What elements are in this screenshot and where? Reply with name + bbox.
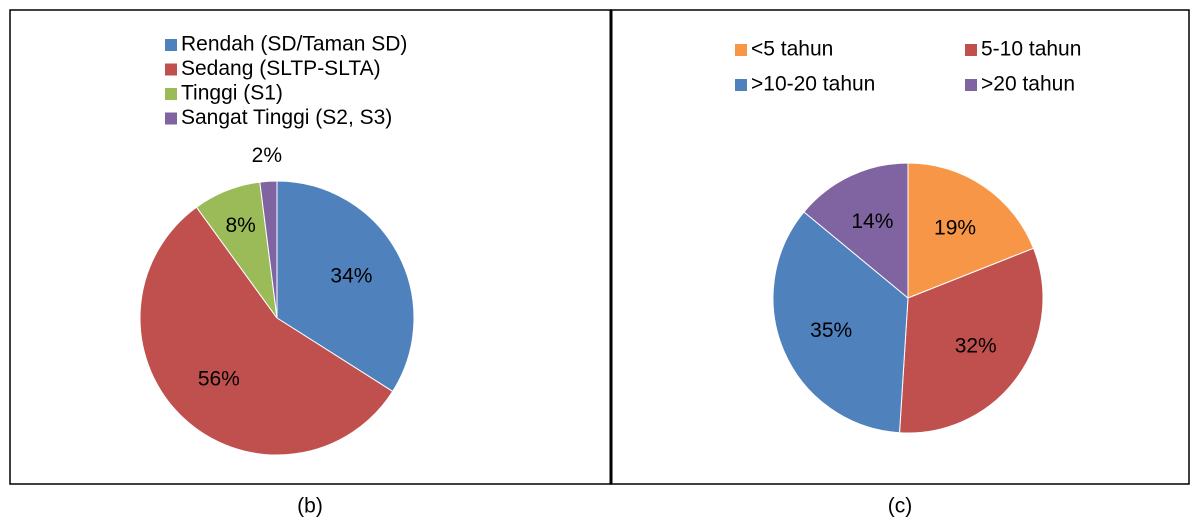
data-label: 14% xyxy=(851,210,893,233)
data-label: 19% xyxy=(934,216,976,239)
data-label: 35% xyxy=(810,319,852,342)
legend-swatch xyxy=(965,79,977,91)
legend-label: >20 tahun xyxy=(981,73,1075,96)
pie-slice xyxy=(907,162,1035,299)
data-label: 8% xyxy=(226,214,256,237)
pie-slice xyxy=(139,206,394,456)
pie-slice xyxy=(803,162,909,300)
legend-swatch xyxy=(165,88,177,100)
legend-label: Tinggi (S1) xyxy=(181,82,283,105)
legend-swatch xyxy=(735,44,747,56)
data-label: 2% xyxy=(252,144,282,167)
legend-swatch xyxy=(735,79,747,91)
caption: (c) xyxy=(888,495,913,518)
pie-slice xyxy=(259,180,278,319)
legend-label: <5 tahun xyxy=(751,38,833,61)
pie-slice xyxy=(276,180,415,393)
legend-swatch xyxy=(165,63,177,76)
legend-swatch xyxy=(165,39,177,51)
caption: (b) xyxy=(297,495,323,518)
legend-label: >10-20 tahun xyxy=(751,73,875,96)
data-label: 34% xyxy=(330,265,372,288)
data-label: 56% xyxy=(198,367,240,390)
data-label: 32% xyxy=(955,335,997,358)
pie-slice xyxy=(772,211,909,434)
legend-swatch xyxy=(165,112,177,125)
legend-label: 5-10 tahun xyxy=(981,38,1081,61)
legend-swatch xyxy=(965,44,977,56)
legend-label: Sangat Tinggi (S2, S3) xyxy=(181,106,392,129)
pie-slice xyxy=(898,247,1044,434)
legend-label: Rendah (SD/Taman SD) xyxy=(181,33,407,56)
legend-label: Sedang (SLTP-SLTA) xyxy=(181,57,381,80)
